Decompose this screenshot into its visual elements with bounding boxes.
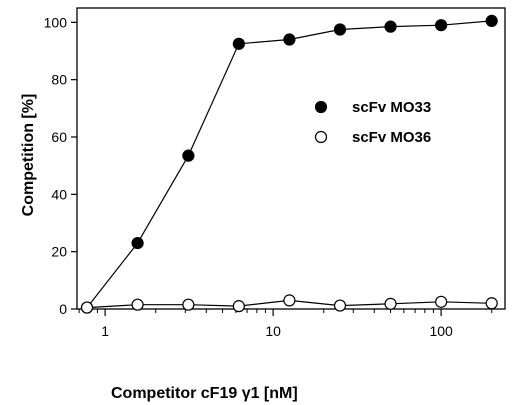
data-point xyxy=(131,236,144,250)
data-point xyxy=(80,301,94,314)
y-tick-label: 100 xyxy=(44,14,68,30)
data-point xyxy=(182,298,195,311)
x-axis-title: Competitor cF19 γ1 [nM] xyxy=(111,385,298,402)
plot-border xyxy=(76,7,506,310)
legend-marker xyxy=(314,130,328,144)
y-tick-label: 40 xyxy=(51,186,67,202)
x-axis: 1 10 100 xyxy=(78,309,493,339)
data-point xyxy=(283,33,296,46)
data-point xyxy=(485,14,498,27)
series-2 xyxy=(80,294,498,314)
data-point xyxy=(333,23,347,36)
x-tick-label: 100 xyxy=(429,323,453,339)
legend-label: scFv MO33 xyxy=(352,99,431,116)
data-point xyxy=(131,298,144,311)
x-tick-label: 10 xyxy=(265,323,281,339)
data-point xyxy=(333,299,347,312)
data-point xyxy=(283,294,296,307)
data-point xyxy=(435,295,448,308)
series-line xyxy=(86,20,492,308)
data-point xyxy=(232,300,245,313)
series-layer xyxy=(80,14,498,314)
data-point xyxy=(232,37,245,50)
data-point xyxy=(182,149,195,162)
data-point xyxy=(384,20,397,33)
data-point xyxy=(435,19,448,32)
y-tick-label: 60 xyxy=(51,129,67,145)
data-point xyxy=(485,297,498,310)
legend-label: scFv MO36 xyxy=(352,129,431,146)
legend-marker xyxy=(314,100,328,114)
y-tick-label: 0 xyxy=(59,301,67,317)
y-axis: 0 20 40 60 80 100 xyxy=(44,14,77,317)
y-axis-title: Competition [%] xyxy=(20,94,37,217)
x-tick-label: 1 xyxy=(101,323,109,339)
legend: scFv MO33 scFv MO36 xyxy=(314,99,431,146)
y-tick-label: 80 xyxy=(51,72,67,88)
plot-frame xyxy=(76,7,506,310)
data-point xyxy=(384,297,397,310)
series-1 xyxy=(80,14,498,314)
y-tick-label: 20 xyxy=(51,244,67,260)
